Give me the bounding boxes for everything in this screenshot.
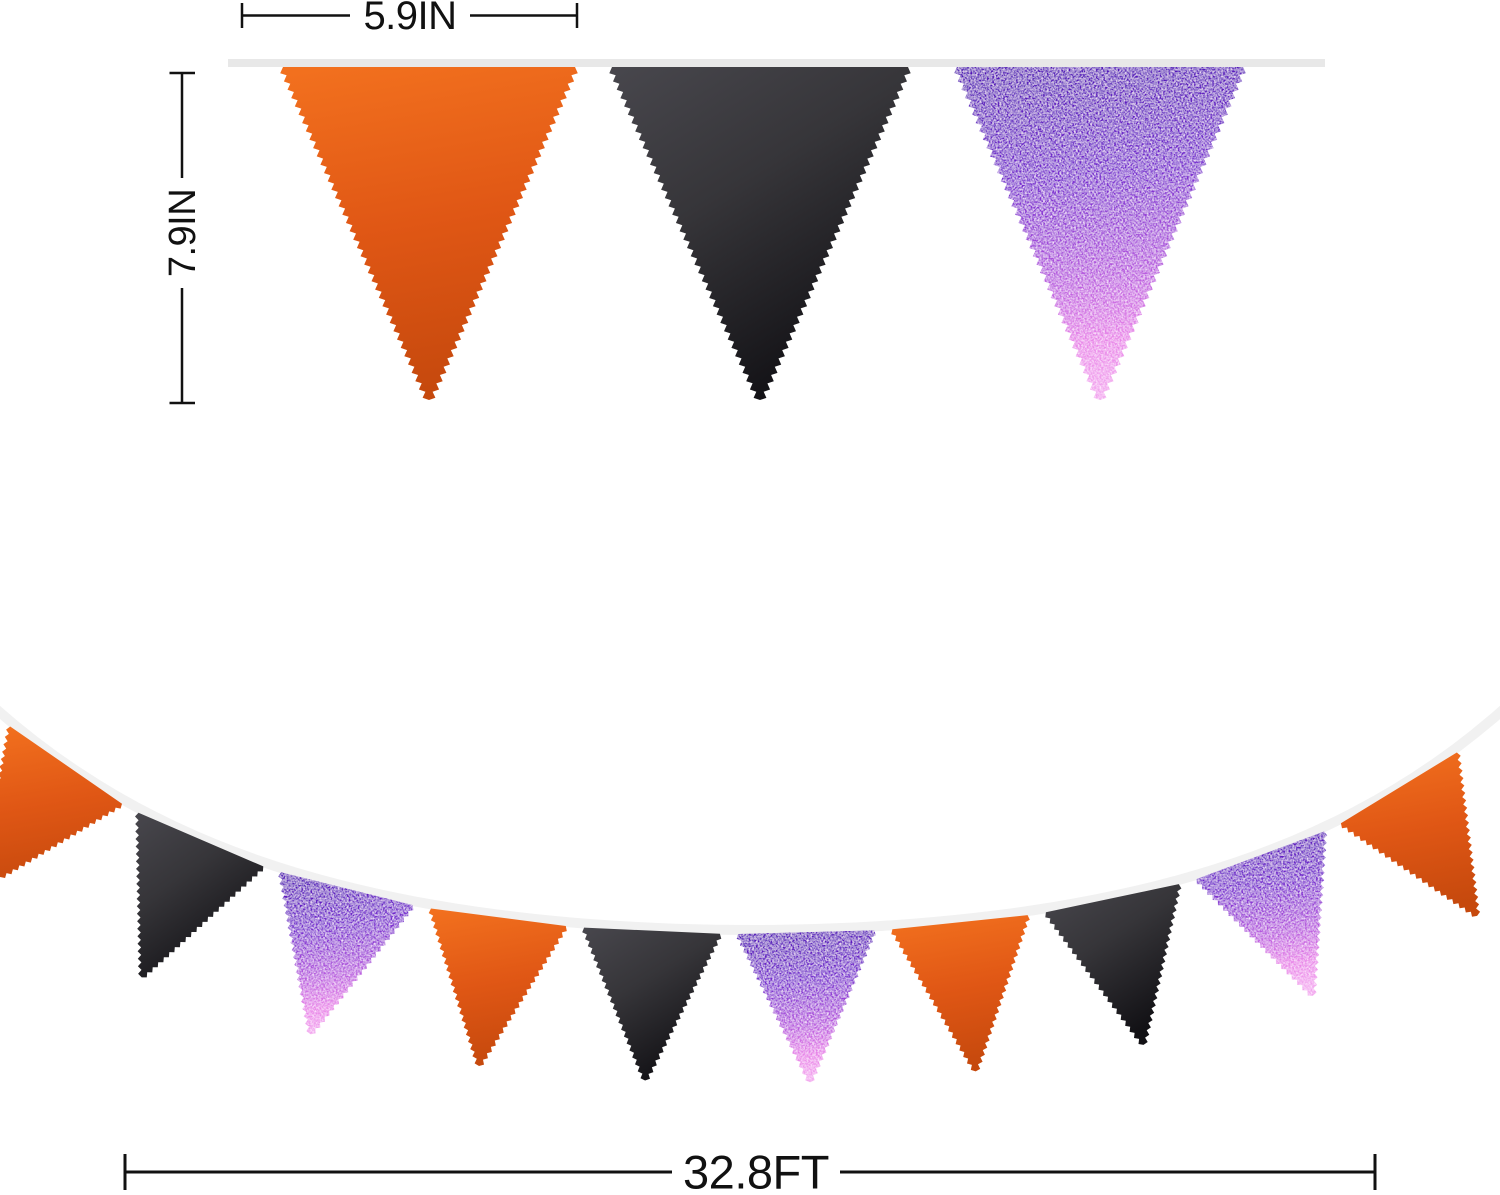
dimension-height-line: [169, 71, 195, 405]
garland-pennant-5-black: [582, 927, 722, 1081]
garland-pennant-10-orange: [1340, 752, 1481, 917]
garland-banner: [0, 705, 1500, 1083]
garland-pennant-6-purple: [736, 930, 876, 1083]
hanging-string: [228, 59, 1325, 67]
top-pennant-row: [280, 67, 1246, 400]
garland-pennant-3-purple: [278, 872, 414, 1035]
garland-pennant-8-black: [1045, 884, 1182, 1045]
garland-pennant-4-orange: [428, 908, 567, 1066]
top-pennant-2-black: [609, 67, 911, 400]
garland-pennant-1-orange: [0, 726, 122, 878]
dimension-width-line: [240, 3, 579, 28]
flag-width-label: 5.9IN: [363, 0, 456, 38]
flag-height-label: 7.9IN: [162, 189, 204, 277]
top-pennant-3-purple: [954, 67, 1246, 400]
dimension-height: 7.9IN: [162, 71, 204, 405]
garland-string: [0, 705, 1500, 936]
dimension-length: 32.8FT: [123, 1146, 1377, 1195]
top-pennant-1-orange: [280, 67, 578, 400]
garland-pennant-9-purple: [1196, 831, 1328, 996]
garland-pennant-2-black: [135, 812, 264, 978]
dimension-width: 5.9IN: [240, 0, 579, 38]
garland-pennant-7-orange: [891, 915, 1030, 1072]
banner-length-label: 32.8FT: [683, 1146, 829, 1195]
dimension-length-line: [123, 1154, 1377, 1190]
